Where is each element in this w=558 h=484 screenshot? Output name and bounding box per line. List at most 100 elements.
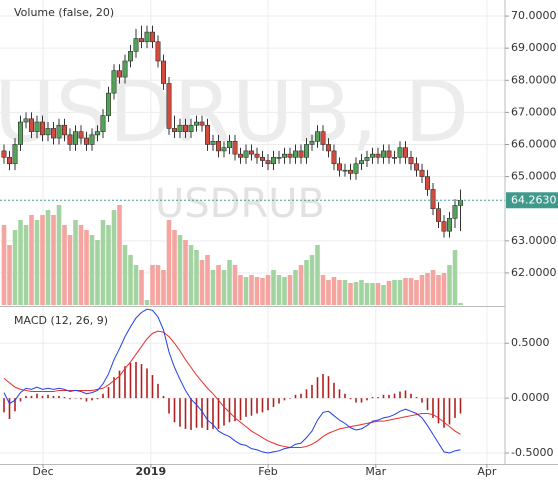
histogram-bar <box>426 398 429 411</box>
volume-bar <box>403 278 408 305</box>
candle-body <box>73 131 79 145</box>
candle-body <box>133 38 139 52</box>
volume-bar <box>452 250 458 305</box>
volume-bar <box>260 278 265 305</box>
candle-body <box>402 147 408 158</box>
volume-bar <box>392 280 397 305</box>
histogram-bar <box>228 398 231 423</box>
candle-body <box>446 218 452 232</box>
histogram-bar <box>344 393 346 399</box>
volume-bar <box>309 255 315 305</box>
volume-bar <box>408 278 414 305</box>
histogram-bar <box>300 393 302 399</box>
histogram-bar <box>333 382 335 399</box>
candle-body <box>210 140 216 145</box>
volume-bar <box>205 255 210 305</box>
candle-body <box>358 160 364 165</box>
volume-bar <box>144 300 150 305</box>
histogram-bar <box>437 398 440 424</box>
volume-bar <box>364 283 370 305</box>
histogram-bar <box>415 397 418 399</box>
histogram-bar <box>239 398 242 421</box>
histogram-bar <box>52 395 55 399</box>
candle-body <box>216 140 222 152</box>
histogram-bar <box>421 398 423 403</box>
candle-body <box>375 153 381 158</box>
candle-body <box>380 150 386 158</box>
candle-body <box>106 92 112 116</box>
volume-bar <box>375 283 381 305</box>
candle-body <box>100 115 106 132</box>
histogram-bar <box>393 393 396 399</box>
volume-bar <box>436 275 441 305</box>
histogram-bar <box>36 393 38 399</box>
histogram-bar <box>69 398 71 400</box>
volume-bar <box>183 240 188 305</box>
macd-label: MACD (12, 26, 9) <box>14 314 108 327</box>
candle-body <box>413 163 419 171</box>
histogram-bar <box>311 384 313 399</box>
histogram-bar <box>8 398 11 419</box>
candle-body <box>336 163 342 171</box>
histogram-bar <box>113 377 115 399</box>
volume-bar <box>155 265 161 305</box>
volume-bar <box>199 260 205 305</box>
candle-body <box>369 153 375 158</box>
candle-body <box>281 153 287 158</box>
candle-body <box>452 205 458 219</box>
histogram-bar <box>289 398 291 399</box>
volume-bar <box>243 277 249 305</box>
volume-bar <box>172 230 177 305</box>
volume-bar <box>56 205 62 305</box>
volume-bar <box>133 265 139 305</box>
histogram-bar <box>360 398 363 403</box>
volume-bar <box>111 210 117 305</box>
histogram-bar <box>234 398 236 422</box>
histogram-bar <box>25 395 27 399</box>
candle-body <box>1 150 7 158</box>
y-tick-label: 65.0000 <box>511 170 557 183</box>
macd-line <box>3 330 461 449</box>
histogram-bar <box>201 398 203 428</box>
candle-body <box>12 144 18 165</box>
volume-bar <box>128 255 133 305</box>
candle-body <box>161 60 167 84</box>
candle-body <box>353 163 359 174</box>
volume-bar <box>386 281 392 305</box>
y-tick-label: 63.0000 <box>511 234 557 247</box>
candle-body <box>34 121 40 132</box>
candle-body <box>347 169 353 174</box>
candle-body <box>441 221 447 232</box>
histogram-bar <box>432 398 434 418</box>
volume-bar <box>271 270 276 305</box>
histogram-bar <box>399 391 401 399</box>
candle-body <box>430 189 436 210</box>
candle-body <box>199 121 205 126</box>
volume-bar <box>122 245 128 305</box>
candle-body <box>325 144 331 152</box>
histogram-bar <box>267 398 269 411</box>
histogram-bar <box>404 390 407 399</box>
y-tick-label: 62.0000 <box>511 266 557 279</box>
histogram-bar <box>377 397 379 399</box>
histogram-bar <box>283 398 286 401</box>
histogram-bar <box>443 398 445 428</box>
histogram-bar <box>47 394 49 399</box>
volume-bar <box>249 275 254 305</box>
candle-body <box>194 121 200 126</box>
candle-body <box>298 150 304 158</box>
y-tick-label: 70.0000 <box>511 9 557 22</box>
volume-bar <box>34 220 40 305</box>
macd-line <box>3 308 461 454</box>
candle-body <box>397 147 403 158</box>
volume-bar <box>45 210 51 305</box>
histogram-bar <box>80 398 82 400</box>
volume-bar <box>337 280 342 305</box>
candle-body <box>117 70 123 78</box>
histogram-bar <box>190 398 192 430</box>
histogram-bar <box>85 398 88 402</box>
volume-bar <box>194 250 199 305</box>
volume-bar <box>425 273 430 305</box>
candle-body <box>254 153 260 158</box>
volume-bar <box>447 265 452 305</box>
